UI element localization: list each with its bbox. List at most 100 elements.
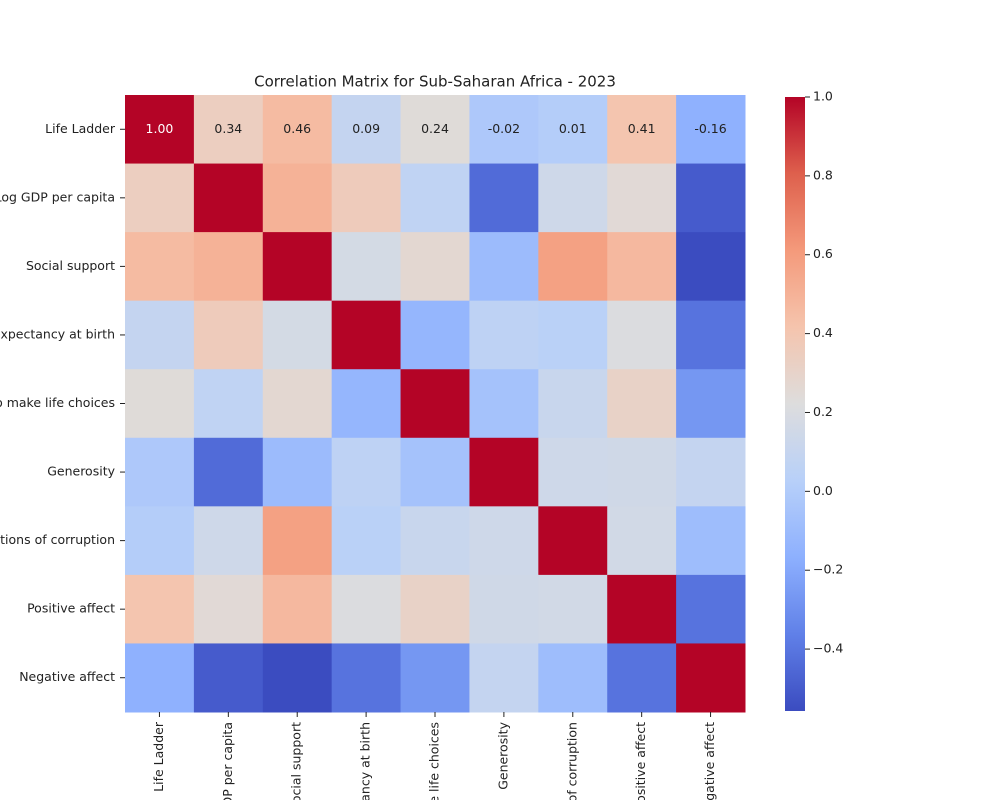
heatmap-cell: [400, 437, 470, 507]
heatmap-cell: [400, 95, 470, 165]
heatmap-cell: [469, 369, 539, 439]
heatmap-cell: [538, 95, 608, 165]
y-tick-label: Life Ladder: [45, 121, 116, 136]
heatmap-cell: [262, 95, 333, 165]
heatmap-cell: [676, 232, 746, 302]
cell-label: 1.00: [146, 121, 174, 136]
y-tick-label: Social support: [26, 258, 115, 273]
colorbar: [785, 97, 805, 711]
heatmap-cell: [331, 437, 402, 507]
heatmap-cell: [676, 643, 746, 713]
heatmap-cell: [607, 369, 677, 439]
y-tick-label: Perceptions of corruption: [0, 532, 115, 547]
y-tick-label: Healthy life expectancy at birth: [0, 326, 115, 341]
cell-label: 0.41: [628, 121, 656, 136]
cell-label: 0.24: [421, 121, 449, 136]
chart-title: Correlation Matrix for Sub-Saharan Afric…: [254, 73, 616, 91]
y-tick-label: Log GDP per capita: [0, 189, 115, 204]
heatmap-cell: [125, 163, 195, 233]
heatmap-cell: [607, 300, 677, 370]
heatmap-cell: [607, 437, 677, 507]
heatmap-cell: [676, 437, 746, 507]
x-tick-label: Freedom to make life choices: [427, 722, 442, 800]
heatmap-cell: [469, 232, 539, 302]
heatmap-cell: [125, 506, 195, 576]
heatmap-cell: [538, 300, 608, 370]
heatmap-cell: [193, 95, 264, 165]
heatmap-cell: [607, 574, 677, 644]
y-tick-label: Negative affect: [19, 669, 115, 684]
x-tick-label: Generosity: [495, 721, 510, 789]
x-tick-label: Perceptions of corruption: [564, 722, 579, 800]
heatmap-cell: [469, 437, 539, 507]
heatmap-cell: [400, 643, 470, 713]
heatmap-cell: [607, 95, 677, 165]
heatmap-cell: [538, 369, 608, 439]
y-tick-label: Positive affect: [27, 601, 115, 616]
colorbar-tick-label: 0.8: [813, 167, 833, 182]
heatmap-cell: [125, 369, 195, 439]
colorbar-tick-label: 0.4: [813, 325, 833, 340]
heatmap-cell: [469, 506, 539, 576]
heatmap-cell: [400, 232, 470, 302]
heatmap-cell: [331, 300, 402, 370]
heatmap-cell: [607, 643, 677, 713]
heatmap-cell: [125, 95, 195, 165]
heatmap-cell: [262, 163, 333, 233]
heatmap-cell: [262, 574, 333, 644]
heatmap-cell: [469, 574, 539, 644]
heatmap-cell: [262, 437, 333, 507]
heatmap-cell: [125, 232, 195, 302]
heatmap-cell: [676, 506, 746, 576]
heatmap-cell: [538, 643, 608, 713]
heatmap-cell: [262, 369, 333, 439]
heatmap-cell: [676, 300, 746, 370]
heatmap-cell: [331, 506, 402, 576]
x-tick-label: Positive affect: [633, 722, 648, 800]
colorbar-tick-label: 1.0: [813, 89, 833, 104]
heatmap-cell: [331, 643, 402, 713]
heatmap-cell: [607, 232, 677, 302]
heatmap-cell: [262, 506, 333, 576]
heatmap-cell: [469, 95, 539, 165]
heatmap-cell: [262, 300, 333, 370]
heatmap-cell: [469, 163, 539, 233]
x-tick-label: Log GDP per capita: [220, 722, 235, 800]
heatmap-cell: [193, 643, 264, 713]
heatmap-cell: [676, 369, 746, 439]
heatmap-cell: [331, 95, 402, 165]
heatmap-cell: [262, 643, 333, 713]
x-tick-label: Negative affect: [702, 722, 717, 800]
heatmap-cell: [400, 506, 470, 576]
heatmap-cell: [469, 643, 539, 713]
colorbar-tick-label: −0.2: [813, 562, 843, 577]
colorbar-tick-label: 0.2: [813, 404, 833, 419]
heatmap-cell: [125, 300, 195, 370]
heatmap-cell: [676, 574, 746, 644]
heatmap-cell: [538, 437, 608, 507]
heatmap-cell: [331, 232, 402, 302]
heatmap-cell: [400, 300, 470, 370]
heatmap-cell: [400, 163, 470, 233]
heatmap-cell: [538, 506, 608, 576]
heatmap-cell: [331, 574, 402, 644]
heatmap-cell: [125, 437, 195, 507]
colorbar-tick-label: −0.4: [813, 641, 843, 656]
cell-label: -0.02: [488, 121, 520, 136]
heatmap-cell: [125, 574, 195, 644]
x-tick-label: Social support: [289, 722, 304, 800]
heatmap-cell: [331, 369, 402, 439]
cell-label: 0.09: [352, 121, 380, 136]
heatmap-cell: [193, 232, 264, 302]
heatmap-cell: [193, 437, 264, 507]
heatmap-cell: [538, 574, 608, 644]
heatmap-cell: [262, 232, 333, 302]
heatmap-cell: [538, 163, 608, 233]
heatmap-cell: [193, 369, 264, 439]
colorbar-tick-label: 0.0: [813, 483, 833, 498]
y-tick-label: Freedom to make life choices: [0, 395, 115, 410]
heatmap-cell: [607, 506, 677, 576]
x-tick-label: Life Ladder: [151, 721, 166, 792]
heatmap-cell: [331, 163, 402, 233]
